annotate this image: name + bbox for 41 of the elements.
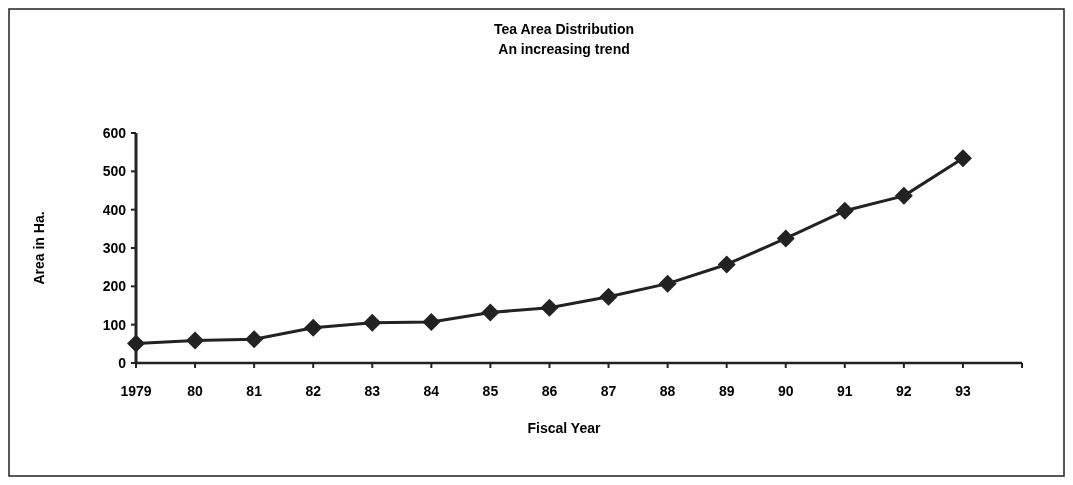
point xyxy=(658,274,677,293)
x-tick-label: 92 xyxy=(896,383,912,399)
point xyxy=(363,313,382,332)
point xyxy=(599,287,618,306)
x-axis-title: Fiscal Year xyxy=(527,420,601,436)
x-tick-label: 91 xyxy=(837,383,853,399)
x-tick-label: 90 xyxy=(777,383,794,399)
point xyxy=(422,312,441,331)
point xyxy=(894,186,913,205)
y-tick-label: 300 xyxy=(102,239,127,256)
y-tick-label: 200 xyxy=(102,278,127,295)
point xyxy=(481,303,500,322)
x-tick-label: 84 xyxy=(423,383,440,399)
point xyxy=(717,255,736,274)
x-tick-label: 86 xyxy=(541,383,558,399)
point xyxy=(835,201,854,220)
point xyxy=(540,298,559,317)
x-tick-label: 1979 xyxy=(120,383,152,399)
point xyxy=(127,334,145,353)
x-tick-label: 93 xyxy=(955,383,971,399)
y-tick-label: 100 xyxy=(102,316,127,333)
x-tick-label: 88 xyxy=(659,383,676,399)
x-tick-label: 81 xyxy=(246,383,263,399)
point xyxy=(186,331,205,350)
chart-title: Tea Area Distribution xyxy=(493,21,635,37)
x-tick-label: 85 xyxy=(482,383,499,399)
point xyxy=(953,149,972,168)
y-tick-label: 0 xyxy=(118,354,127,371)
y-axis-title: Area in Ha. xyxy=(31,211,47,285)
y-tick-label: 400 xyxy=(102,201,127,218)
x-tick-label: 87 xyxy=(600,383,617,399)
point xyxy=(245,330,264,349)
x-tick-label: 83 xyxy=(364,383,381,399)
y-tick-label: 600 xyxy=(102,124,127,141)
chart-subtitle: An increasing trend xyxy=(498,41,630,57)
x-tick-label: 80 xyxy=(187,383,204,399)
point xyxy=(776,229,795,248)
y-tick-label: 500 xyxy=(102,163,127,180)
x-tick-label: 89 xyxy=(718,383,735,399)
x-tick-label: 82 xyxy=(305,383,322,399)
point xyxy=(304,318,323,337)
